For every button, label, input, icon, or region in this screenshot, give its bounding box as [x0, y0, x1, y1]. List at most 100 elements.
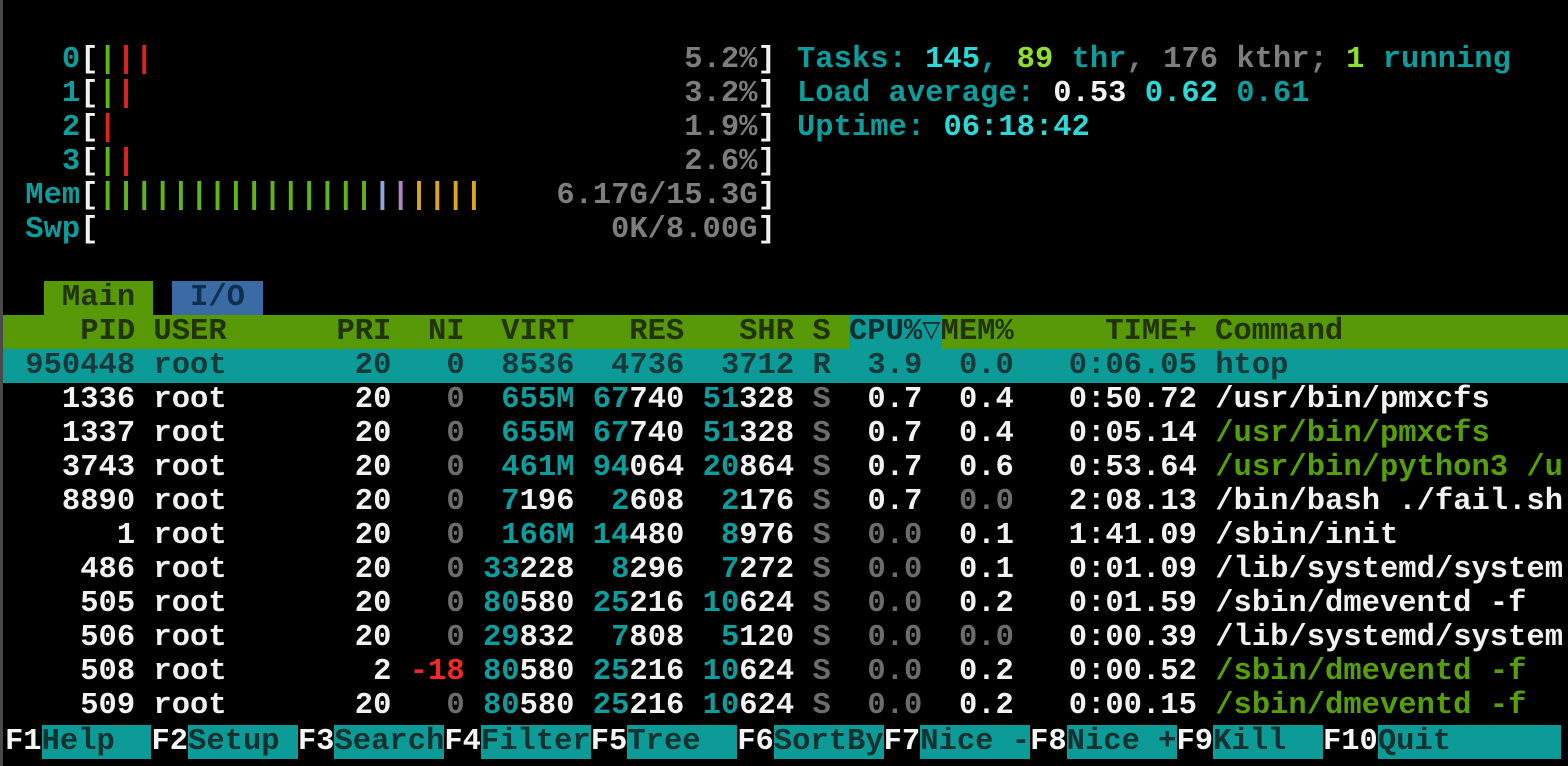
process-row[interactable]: 1337 root 20 0 655M 67740 51328 S 0.7 0.… [3, 417, 1568, 451]
text-segment [1197, 451, 1215, 485]
process-state: S [812, 587, 831, 621]
meter-bracket: [ [80, 145, 99, 179]
tab-main[interactable]: Main [43, 281, 154, 315]
process-user: root [153, 451, 319, 485]
text-segment [135, 485, 153, 519]
process-state: S [812, 417, 831, 451]
text-segment [574, 519, 592, 553]
meter-tick-red: | [135, 43, 154, 77]
text-segment [684, 383, 702, 417]
meter-bracket: ] [757, 43, 776, 77]
text-segment [1014, 553, 1032, 587]
text-segment [574, 553, 592, 587]
text-segment [391, 349, 409, 383]
fnkey-f10-quit[interactable]: F10Quit [1323, 725, 1561, 759]
meter-bracket: [ [80, 111, 99, 145]
process-command: /sbin/dmeventd -f [1215, 587, 1527, 621]
text-segment [318, 485, 336, 519]
text-segment [318, 587, 336, 621]
pad [703, 519, 721, 553]
text-segment [391, 621, 409, 655]
fn-action-label: Search [334, 725, 445, 759]
process-mem: 0.6 [940, 451, 1014, 485]
meter-space [99, 213, 611, 247]
fnkey-f1-help[interactable]: F1Help [5, 725, 152, 759]
process-cpu: 0.7 [849, 451, 923, 485]
mem-value: 51 [702, 417, 740, 451]
mem-value: 166M [501, 519, 575, 553]
column-header-cpu-sorted[interactable]: CPU%▽ [848, 315, 941, 349]
fnkey-f9-kill[interactable]: F9Kill [1177, 725, 1323, 759]
process-state: S [812, 621, 831, 655]
process-row[interactable]: 950448 root 20 0 8536 4736 3712 R 3.9 0.… [3, 349, 1568, 383]
fnkey-f5-tree[interactable]: F5Tree [591, 725, 738, 759]
text-segment [922, 655, 940, 689]
meter-bracket: [ [80, 77, 99, 111]
fnkey-f2-setup[interactable]: F2Setup [151, 725, 298, 759]
text-segment [135, 553, 153, 587]
mem-value: 328 [739, 383, 795, 417]
process-row[interactable]: 505 root 20 0 80580 25216 10624 S 0.0 0.… [3, 587, 1568, 621]
meter-bracket: ] [757, 111, 776, 145]
column-headers-left[interactable]: PID USER PRI NI VIRT RES SHR S [7, 315, 849, 349]
meter-space [153, 43, 684, 77]
text-segment [391, 519, 409, 553]
meter-tick-green: | [208, 179, 227, 213]
meter-tick-violet: | [391, 179, 410, 213]
meter-tick-green: | [263, 179, 282, 213]
process-row[interactable]: 509 root 20 0 80580 25216 10624 S 0.0 0.… [3, 689, 1568, 723]
text-segment: 0.62 [1144, 77, 1237, 111]
tab-io[interactable]: I/O [171, 281, 264, 315]
process-row[interactable]: 3743 root 20 0 461M 94064 20864 S 0.7 0.… [3, 451, 1568, 485]
process-mem: 0.1 [940, 519, 1014, 553]
text-segment [318, 417, 336, 451]
fnkey-f6-sortby[interactable]: F6SortBy [737, 725, 884, 759]
text-segment: ; [1309, 43, 1347, 77]
text-segment [922, 689, 940, 723]
mem-value: 3712 [720, 349, 795, 383]
process-row[interactable]: 508 root 2 -18 80580 25216 10624 S 0.0 0… [3, 655, 1568, 689]
fnkey-f7-nice[interactable]: F7Nice - [884, 725, 1031, 759]
uptime: Uptime: 06:18:42 [797, 111, 1511, 145]
process-command: htop [1215, 349, 1289, 383]
text-segment [135, 417, 153, 451]
process-row[interactable]: 1336 root 20 0 655M 67740 51328 S 0.7 0.… [3, 383, 1568, 417]
mem-value: 10 [702, 655, 740, 689]
fnkey-f3-search[interactable]: F3Search [298, 725, 445, 759]
text-segment [574, 621, 592, 655]
process-command: /sbin/init [1215, 519, 1399, 553]
text-segment [318, 383, 336, 417]
text-segment [135, 689, 153, 723]
process-time: 0:53.64 [1032, 451, 1197, 485]
mem-value: 20 [702, 451, 740, 485]
mem-value: 216 [629, 587, 685, 621]
meter-tick-green: | [135, 179, 154, 213]
meter-label: 2 [7, 111, 81, 145]
fn-action-label: Nice + [1066, 725, 1177, 759]
fnkey-f8-nice[interactable]: F8Nice + [1030, 725, 1177, 759]
process-row[interactable]: 486 root 20 0 33228 8296 7272 S 0.0 0.1 … [3, 553, 1568, 587]
process-row[interactable]: 1 root 20 0 166M 14480 8976 S 0.0 0.1 1:… [3, 519, 1568, 553]
text-segment [135, 655, 153, 689]
mem-value: 2 [720, 485, 740, 519]
process-cpu: 0.0 [849, 655, 923, 689]
process-row[interactable]: 8890 root 20 0 7196 2608 2176 S 0.7 0.0 … [3, 485, 1568, 519]
text-segment: 0.53 [1053, 77, 1145, 111]
pad [703, 349, 721, 383]
text-segment [1197, 383, 1215, 417]
mem-value: 25 [592, 587, 630, 621]
mem-value: 624 [739, 689, 795, 723]
pad [483, 485, 501, 519]
text-segment [1197, 417, 1215, 451]
text-segment [574, 655, 592, 689]
process-pid: 950448 [7, 349, 136, 383]
mem-value: 976 [739, 519, 795, 553]
fnkey-f4-filter[interactable]: F4Filter [444, 725, 591, 759]
text-segment [831, 519, 849, 553]
fn-action-label: SortBy [773, 725, 884, 759]
column-headers-right[interactable]: MEM% TIME+ Command [940, 315, 1344, 349]
text-segment [794, 485, 812, 519]
process-pid: 505 [7, 587, 136, 621]
process-row[interactable]: 506 root 20 0 29832 7808 5120 S 0.0 0.0 … [3, 621, 1568, 655]
